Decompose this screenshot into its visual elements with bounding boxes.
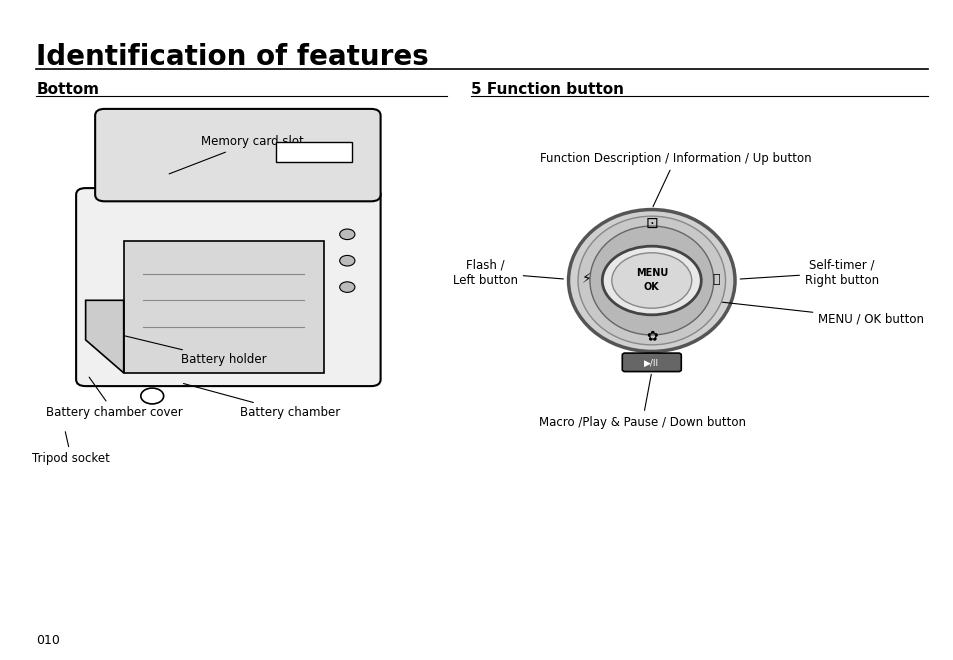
Text: ⚡: ⚡ bbox=[581, 272, 591, 286]
Text: Battery holder: Battery holder bbox=[117, 334, 266, 366]
Circle shape bbox=[141, 388, 164, 404]
FancyBboxPatch shape bbox=[124, 241, 323, 373]
Ellipse shape bbox=[589, 226, 713, 335]
Text: Identification of features: Identification of features bbox=[36, 43, 429, 71]
Circle shape bbox=[339, 282, 355, 292]
FancyBboxPatch shape bbox=[275, 142, 352, 162]
FancyBboxPatch shape bbox=[76, 188, 380, 386]
FancyBboxPatch shape bbox=[95, 109, 380, 201]
Text: Memory card slot: Memory card slot bbox=[169, 135, 303, 174]
Text: Function Description / Information / Up button: Function Description / Information / Up … bbox=[539, 152, 811, 207]
Text: MENU: MENU bbox=[635, 267, 667, 278]
Ellipse shape bbox=[578, 216, 725, 345]
FancyBboxPatch shape bbox=[621, 353, 680, 372]
Polygon shape bbox=[86, 300, 124, 373]
Text: OK: OK bbox=[643, 282, 659, 292]
Circle shape bbox=[611, 253, 691, 308]
Text: Battery chamber: Battery chamber bbox=[183, 383, 340, 419]
Text: ▶/II: ▶/II bbox=[643, 358, 659, 368]
Text: 5 Function button: 5 Function button bbox=[471, 82, 623, 98]
Text: Tripod socket: Tripod socket bbox=[32, 432, 111, 465]
Ellipse shape bbox=[568, 210, 734, 352]
Text: Macro /Play & Pause / Down button: Macro /Play & Pause / Down button bbox=[538, 374, 745, 429]
Circle shape bbox=[339, 229, 355, 240]
Text: ✿: ✿ bbox=[645, 329, 657, 344]
Circle shape bbox=[339, 255, 355, 266]
Text: Self-timer /
Right button: Self-timer / Right button bbox=[740, 259, 879, 286]
Text: ⊡: ⊡ bbox=[645, 216, 658, 230]
Text: Battery chamber cover: Battery chamber cover bbox=[46, 377, 182, 419]
Circle shape bbox=[601, 246, 700, 315]
Text: MENU / OK button: MENU / OK button bbox=[678, 297, 923, 325]
Text: 010: 010 bbox=[36, 634, 60, 647]
Text: ⏱: ⏱ bbox=[712, 273, 720, 286]
Text: Bottom: Bottom bbox=[36, 82, 99, 98]
Text: Flash /
Left button: Flash / Left button bbox=[453, 259, 563, 286]
